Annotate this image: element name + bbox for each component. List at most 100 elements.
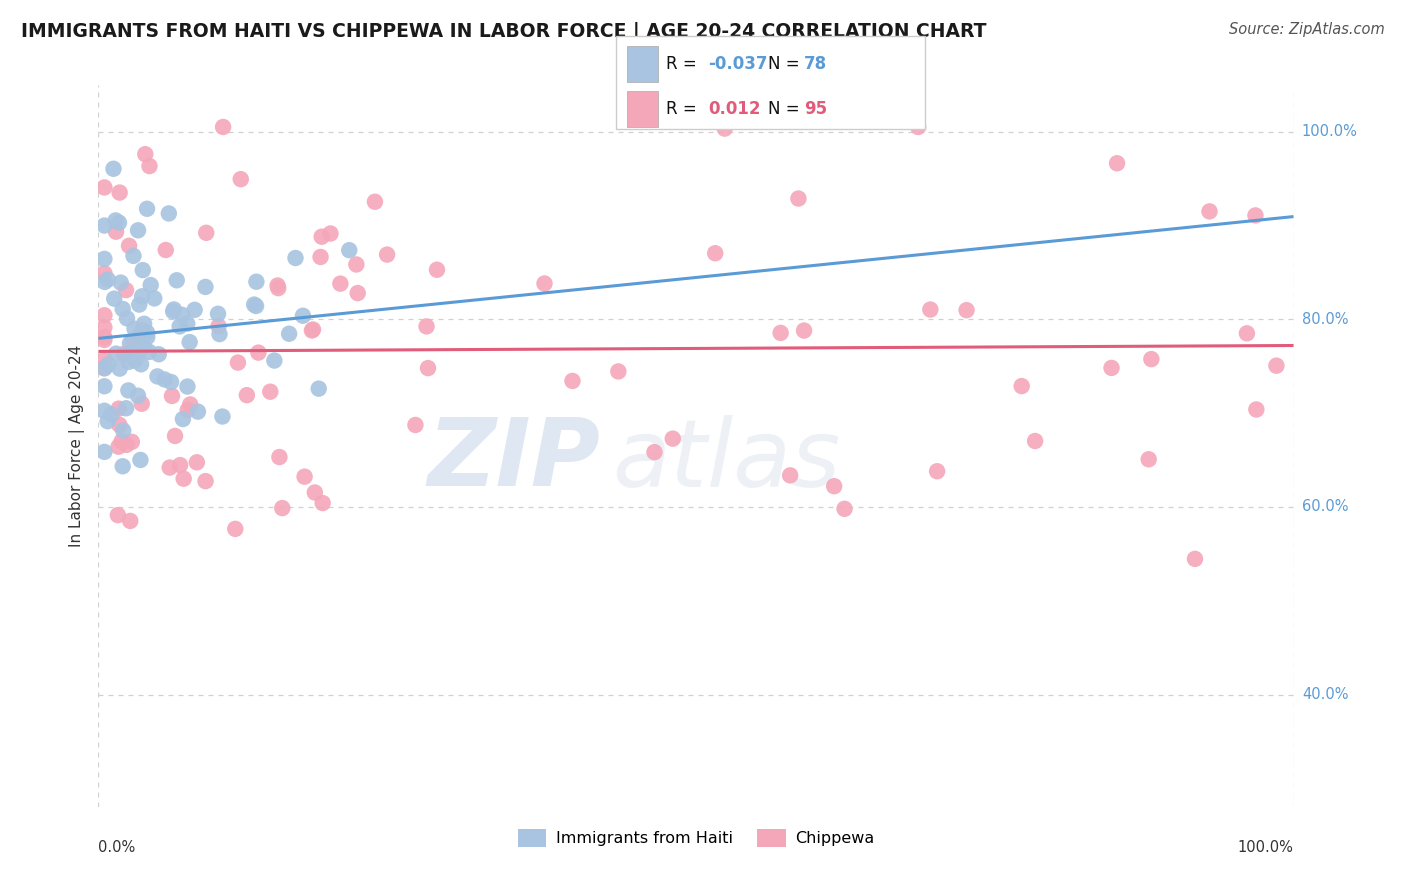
Point — [247, 345, 270, 359]
Text: 100.0%: 100.0% — [1302, 124, 1358, 139]
Text: atlas: atlas — [613, 415, 841, 506]
Point — [284, 251, 307, 265]
Text: N =: N = — [768, 100, 804, 118]
Point — [131, 289, 153, 303]
Point — [104, 213, 127, 227]
Point — [93, 361, 115, 376]
Point — [1011, 379, 1033, 393]
Point — [97, 358, 120, 372]
Point — [115, 401, 138, 416]
Point — [309, 250, 332, 264]
Point — [920, 302, 942, 317]
Point — [329, 277, 352, 291]
Point — [100, 408, 122, 422]
Point — [132, 263, 155, 277]
Point — [124, 322, 146, 336]
Point — [122, 351, 145, 365]
Text: 0.012: 0.012 — [709, 100, 761, 118]
Point — [146, 369, 169, 384]
Point — [148, 347, 170, 361]
Point — [127, 389, 149, 403]
Point — [155, 243, 177, 257]
Point — [207, 319, 229, 334]
Point — [93, 445, 115, 459]
Point — [415, 319, 437, 334]
Point — [136, 202, 159, 216]
Point — [112, 347, 135, 361]
Text: R =: R = — [666, 54, 703, 73]
Point — [128, 297, 150, 311]
Point — [127, 223, 149, 237]
Point — [131, 323, 153, 337]
Point — [769, 326, 792, 340]
Point — [346, 286, 368, 301]
Legend: Immigrants from Haiti, Chippewa: Immigrants from Haiti, Chippewa — [512, 822, 880, 854]
Text: 95: 95 — [804, 100, 827, 118]
Point — [93, 252, 115, 266]
Point — [308, 382, 330, 396]
Point — [1024, 434, 1046, 448]
Point — [105, 225, 128, 239]
Point — [302, 322, 325, 336]
Point — [661, 432, 683, 446]
Point — [160, 375, 183, 389]
Point — [128, 344, 150, 359]
Point — [169, 458, 191, 472]
Point — [177, 403, 200, 417]
Point — [125, 344, 148, 359]
Text: 80.0%: 80.0% — [1302, 312, 1348, 326]
Text: 78: 78 — [804, 54, 827, 73]
Point — [404, 417, 426, 432]
Point — [159, 460, 181, 475]
Point — [187, 405, 209, 419]
Point — [138, 345, 160, 359]
Point — [236, 388, 259, 402]
Point — [304, 485, 326, 500]
Point — [170, 308, 193, 322]
Point — [134, 147, 156, 161]
Point — [263, 353, 285, 368]
Point — [153, 372, 176, 386]
Point — [131, 397, 153, 411]
Point — [97, 414, 120, 428]
Point — [955, 303, 977, 318]
Point — [134, 317, 156, 331]
Point — [129, 453, 152, 467]
Y-axis label: In Labor Force | Age 20-24: In Labor Force | Age 20-24 — [69, 345, 84, 547]
Point — [779, 468, 801, 483]
Point — [311, 496, 333, 510]
Point — [1198, 204, 1220, 219]
Point — [103, 292, 125, 306]
Point — [122, 249, 145, 263]
Point — [103, 161, 125, 176]
Point — [267, 281, 290, 295]
Point — [108, 186, 131, 200]
Point — [163, 302, 186, 317]
Point — [291, 309, 314, 323]
Text: IMMIGRANTS FROM HAITI VS CHIPPEWA IN LABOR FORCE | AGE 20-24 CORRELATION CHART: IMMIGRANTS FROM HAITI VS CHIPPEWA IN LAB… — [21, 22, 987, 42]
Point — [294, 469, 316, 483]
Point — [207, 307, 229, 321]
Point — [1184, 552, 1206, 566]
Point — [271, 501, 294, 516]
Point — [118, 347, 141, 361]
Point — [162, 304, 184, 318]
Point — [94, 275, 117, 289]
Point — [172, 412, 194, 426]
Point — [278, 326, 301, 341]
Point — [301, 323, 323, 337]
Point — [186, 455, 208, 469]
Point — [118, 336, 141, 351]
Point — [160, 389, 183, 403]
Point — [132, 339, 155, 353]
Point — [108, 216, 131, 230]
Point — [93, 361, 115, 376]
Text: N =: N = — [768, 54, 804, 73]
Point — [927, 464, 949, 478]
Point — [93, 308, 115, 322]
Point — [1236, 326, 1258, 341]
Text: ZIP: ZIP — [427, 415, 600, 507]
Point — [93, 266, 115, 280]
Point — [269, 450, 291, 464]
Point — [211, 409, 233, 424]
